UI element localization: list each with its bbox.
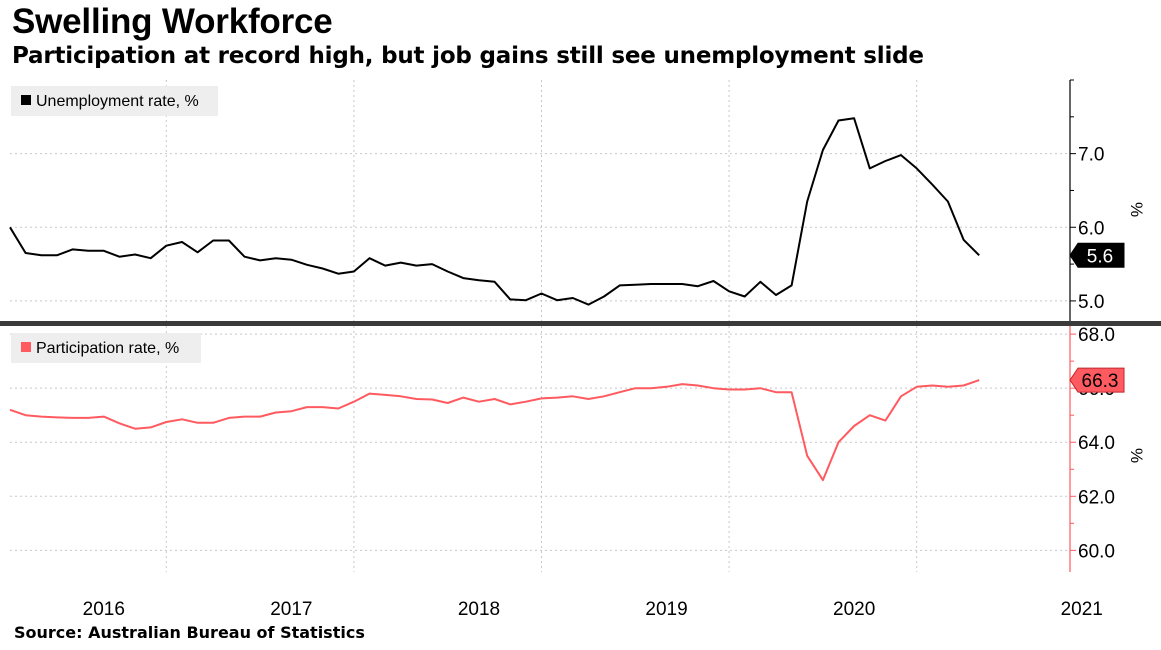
panel-divider <box>0 321 1161 326</box>
participation-series-line <box>9 379 980 482</box>
x-tick-label: 2021 <box>1061 599 1103 620</box>
source-note: Source: Australian Bureau of Statistics <box>14 623 365 642</box>
unemployment-last-value-label: 5.6 <box>1087 246 1113 267</box>
unemployment-panel: 5.0 6.0 7.0% 5.6 Unemployment rate, % <box>9 79 1146 323</box>
participation-legend-label: Participation rate, % <box>36 340 179 357</box>
unemployment-legend-swatch <box>21 95 31 105</box>
y-tick-label: 64.0 <box>1078 433 1115 454</box>
x-tick-label: 2018 <box>458 599 500 620</box>
x-tick-label: 2016 <box>83 599 125 620</box>
x-tick-label: 2019 <box>645 599 687 620</box>
y-tick-label: 5.0 <box>1078 292 1104 313</box>
y-axis-unit: % <box>1127 448 1146 463</box>
chart-title: Swelling Workforce <box>12 2 333 41</box>
y-axis-unit: % <box>1127 202 1146 217</box>
participation-legend-box <box>11 333 201 363</box>
unemployment-legend-box <box>11 86 218 116</box>
chart-subtitle: Participation at record high, but job ga… <box>12 43 924 69</box>
y-tick-label: 7.0 <box>1078 145 1104 166</box>
unemployment-legend-label: Unemployment rate, % <box>36 93 199 110</box>
participation-last-value-label: 66.3 <box>1082 371 1119 392</box>
participation-last-value-flag <box>1069 367 1125 393</box>
participation-legend-swatch <box>21 342 31 352</box>
x-tick-label: 2020 <box>833 599 875 620</box>
unemployment-last-value-flag <box>1069 242 1125 268</box>
y-tick-label: 60.0 <box>1078 541 1115 562</box>
x-tick-label: 2017 <box>270 599 312 620</box>
y-tick-label: 6.0 <box>1078 218 1104 239</box>
unemployment-series-line <box>9 117 980 306</box>
y-tick-label: 68.0 <box>1078 325 1115 346</box>
y-tick-label: 62.0 <box>1078 487 1115 508</box>
